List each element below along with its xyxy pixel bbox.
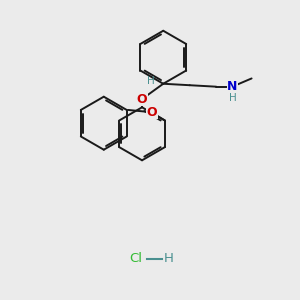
Text: O: O: [146, 106, 157, 119]
Text: H: H: [164, 252, 174, 266]
Text: H: H: [147, 76, 155, 86]
Text: H: H: [229, 93, 237, 103]
Text: O: O: [137, 93, 147, 106]
Text: Cl: Cl: [129, 252, 142, 266]
Text: N: N: [227, 80, 238, 93]
